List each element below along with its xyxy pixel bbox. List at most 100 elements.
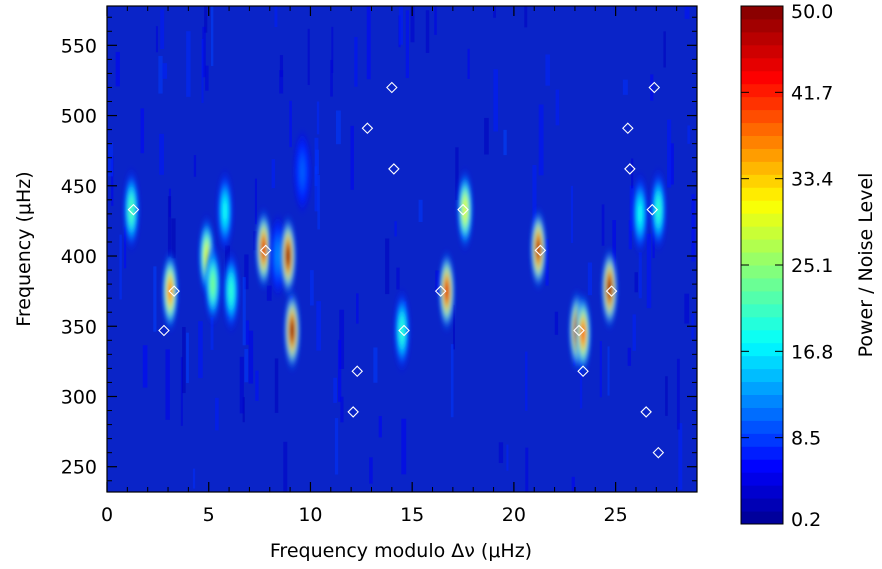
- power-ridge: [123, 175, 139, 244]
- noise-streak: [554, 311, 559, 335]
- noise-streak: [159, 133, 164, 175]
- colorbar-band: [741, 265, 783, 279]
- noise-streak: [274, 6, 278, 28]
- colorbar-band: [741, 329, 783, 344]
- colorbar-band: [741, 485, 783, 499]
- noise-streak: [545, 54, 550, 86]
- colorbar-band: [741, 187, 783, 201]
- power-ridge: [217, 177, 233, 246]
- noise-streak: [545, 238, 549, 286]
- noise-streak: [484, 117, 489, 155]
- noise-streak: [570, 185, 574, 243]
- colorbar-band: [741, 459, 783, 473]
- mode-marker: [168, 285, 180, 297]
- colorbar-band: [741, 433, 783, 447]
- noise-streak: [629, 185, 635, 231]
- mode-marker: [386, 81, 398, 94]
- noise-streak: [316, 301, 322, 351]
- mode-marker: [361, 122, 374, 134]
- colorbar-band: [741, 303, 783, 318]
- colorbar-band: [741, 44, 783, 59]
- noise-streak: [142, 345, 148, 388]
- noise-streak: [310, 270, 314, 306]
- power-ridge: [205, 250, 221, 319]
- noise-streak: [192, 468, 196, 489]
- noise-streak: [274, 358, 279, 413]
- colorbar-band: [741, 161, 783, 175]
- noise-streak: [571, 476, 575, 492]
- mode-marker: [573, 324, 585, 337]
- x-tick-label: 20: [502, 504, 526, 526]
- noise-streak: [394, 221, 397, 237]
- y-tick-label: 450: [61, 176, 97, 198]
- y-tick-label: 400: [61, 246, 97, 268]
- noise-streak: [283, 441, 288, 492]
- noise-streak: [279, 70, 284, 94]
- noise-streak: [373, 347, 378, 383]
- noise-streak: [215, 397, 219, 431]
- mode-marker: [534, 244, 547, 257]
- noise-streak: [331, 26, 334, 74]
- noise-streak: [254, 178, 257, 225]
- noise-streak: [678, 423, 683, 490]
- noise-streak: [356, 293, 359, 324]
- noise-streak: [337, 339, 342, 402]
- mode-marker: [127, 203, 140, 216]
- x-tick-label: 15: [400, 504, 424, 526]
- noise-streak: [279, 55, 284, 78]
- mode-marker: [648, 81, 661, 94]
- noise-streak: [111, 155, 114, 206]
- y-tick-label: 300: [61, 386, 97, 408]
- noise-streak: [405, 10, 409, 79]
- y-axis: 250 300 350 400 450 500 550: [61, 16, 697, 482]
- noise-streak: [201, 38, 204, 103]
- y-tick-label: 550: [61, 35, 97, 57]
- noise-streak: [665, 376, 668, 416]
- colorbar-band: [741, 31, 783, 46]
- colorbar-band: [741, 226, 783, 240]
- colorbar-band: [741, 18, 783, 33]
- colorbar-tick-label: 0.2: [791, 509, 821, 531]
- colorbar-band: [741, 174, 783, 188]
- noise-streak: [210, 317, 214, 350]
- noise-streak: [350, 125, 354, 190]
- colorbar-band: [741, 96, 783, 111]
- noise-streak: [532, 165, 537, 233]
- noise-streak: [503, 129, 507, 156]
- power-ridge: [530, 215, 546, 283]
- noise-streak: [108, 142, 114, 177]
- power-ridge: [223, 257, 239, 326]
- colorbar-band: [741, 57, 783, 72]
- noise-streak: [186, 332, 189, 383]
- noise-streak: [366, 6, 371, 80]
- x-axis: 0 5 10 15 20 25: [101, 6, 678, 526]
- noise-streak: [622, 79, 628, 95]
- noise-streak: [425, 10, 430, 53]
- noise-streak: [182, 327, 186, 394]
- colorbar-tick-label: 41.7: [791, 82, 833, 104]
- noise-streak: [396, 267, 400, 290]
- noise-streak: [119, 234, 122, 300]
- plot-area: [106, 5, 698, 493]
- noise-streak: [180, 357, 183, 426]
- colorbar-band: [741, 407, 783, 421]
- noise-streak: [612, 220, 617, 283]
- colorbar-band: [741, 109, 783, 124]
- noise-streak: [245, 320, 250, 345]
- mode-marker: [347, 406, 359, 418]
- colorbar-tick-label: 8.5: [791, 428, 821, 450]
- colorbar-band: [741, 135, 783, 149]
- colorbar-bands: [741, 6, 783, 525]
- noise-streak: [160, 9, 165, 50]
- noise-streak: [638, 252, 642, 299]
- noise-streak: [506, 444, 509, 471]
- noise-streak: [171, 218, 176, 259]
- power-ridge: [256, 215, 272, 283]
- x-tick-label: 0: [101, 504, 113, 526]
- mode-marker: [622, 122, 634, 134]
- noise-streak: [167, 196, 172, 257]
- noise-streak: [255, 370, 259, 401]
- noise-streak: [244, 254, 249, 290]
- noise-streak: [670, 143, 674, 185]
- colorbar-band: [741, 6, 783, 20]
